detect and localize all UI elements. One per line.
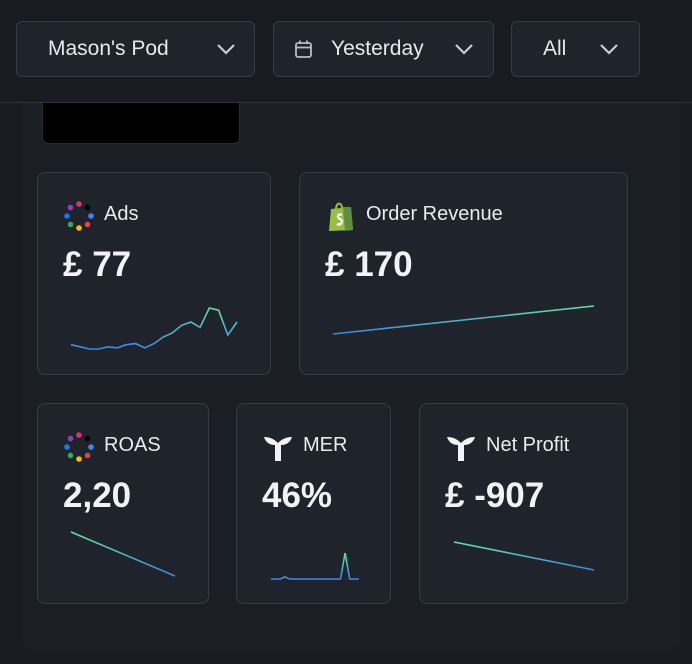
sparkline [70, 307, 238, 350]
card-value: £ -907 [445, 476, 545, 515]
black-preview [42, 103, 240, 144]
card-icon [264, 437, 292, 461]
scope-dropdown[interactable]: All [511, 21, 640, 77]
sparkline [271, 552, 359, 580]
card-icon [329, 202, 353, 231]
dropdown-label: All [543, 37, 567, 60]
sparkline-chart [70, 531, 176, 577]
card-title: Order Revenue [366, 203, 503, 225]
card-title: MER [303, 434, 348, 456]
dropdown-label: Mason's Pod [48, 37, 169, 60]
metric-card[interactable]: Net Profit £ -907 [419, 403, 628, 604]
sparkline [70, 531, 176, 577]
card-value: 46% [262, 476, 333, 515]
card-icon [64, 432, 94, 462]
pod-dropdown[interactable]: Mason's Pod [16, 21, 255, 77]
card-icon [64, 201, 94, 231]
card-title: Ads [104, 203, 139, 225]
metric-card[interactable]: Ads £ 77 [37, 172, 271, 375]
chevron [217, 44, 235, 55]
metric-card[interactable]: ROAS 2,20 [37, 403, 209, 604]
date-dropdown[interactable]: Yesterday [273, 21, 494, 77]
sparkline [453, 541, 595, 571]
chevron [455, 44, 473, 55]
chevron [600, 44, 618, 55]
top-bar: Mason's Pod Yesterday All [0, 0, 692, 103]
sparkline-chart [271, 552, 359, 580]
sparkline-chart [453, 541, 595, 571]
card-value: 2,20 [63, 476, 132, 515]
metric-card[interactable]: Order Revenue £ 170 [299, 172, 628, 375]
card-value: £ 77 [63, 245, 132, 284]
card-value: £ 170 [325, 245, 413, 284]
metric-card[interactable]: MER 46% [236, 403, 391, 604]
sparkline-chart [332, 305, 595, 335]
card-title: ROAS [104, 434, 161, 456]
card-title: Net Profit [486, 434, 570, 456]
sparkline-chart [70, 307, 238, 350]
card-icon [447, 437, 475, 461]
dropdown-label: Yesterday [331, 37, 424, 60]
calendar-icon [295, 40, 312, 58]
sparkline [332, 305, 595, 335]
